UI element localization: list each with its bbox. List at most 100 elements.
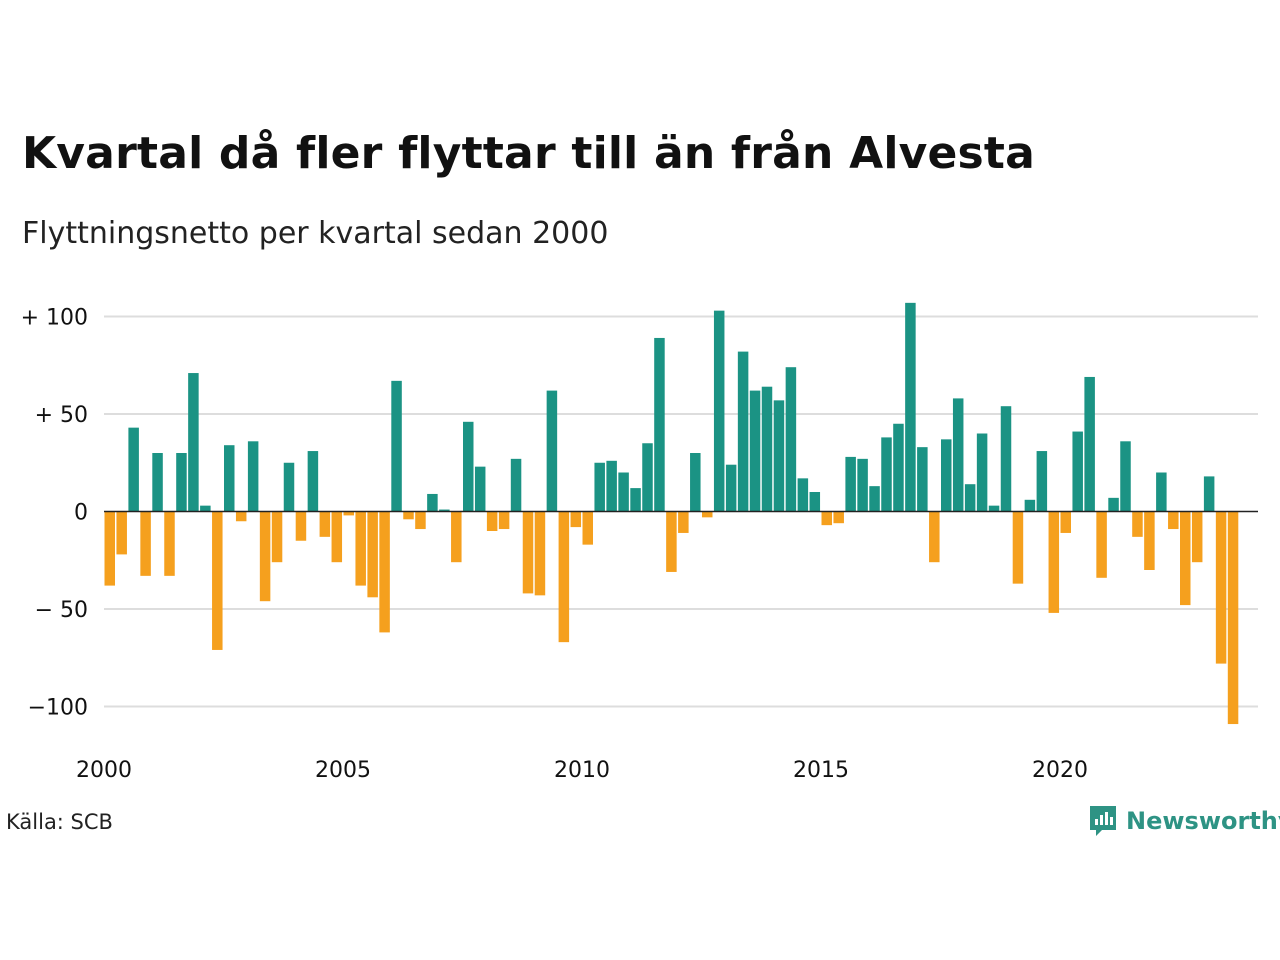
bar xyxy=(952,398,964,512)
x-tick-label: 2010 xyxy=(554,758,610,783)
bar xyxy=(188,373,199,512)
bar xyxy=(761,386,773,512)
bar xyxy=(630,488,641,512)
bar xyxy=(1156,472,1167,512)
bar xyxy=(235,511,247,522)
bar xyxy=(212,511,223,650)
x-tick-label: 2000 xyxy=(76,758,132,783)
bar xyxy=(725,464,737,512)
bar xyxy=(833,511,844,524)
y-tick-label: −100 xyxy=(28,696,88,721)
bar xyxy=(391,380,402,512)
y-tick-label: − 50 xyxy=(35,598,88,623)
bar xyxy=(893,423,904,512)
bar xyxy=(451,511,462,563)
bar xyxy=(666,511,677,572)
bar xyxy=(713,310,725,512)
bar xyxy=(1132,511,1143,537)
bar-layer xyxy=(104,302,1239,725)
bar xyxy=(845,456,856,512)
bar xyxy=(498,511,510,530)
chart-title: Kvartal då fler flyttar till än från Alv… xyxy=(22,128,1036,179)
bar xyxy=(929,511,940,563)
bar xyxy=(1120,441,1131,512)
bar xyxy=(857,458,868,512)
bar xyxy=(152,453,163,512)
bar xyxy=(1084,376,1095,512)
brand-name: Newsworthy xyxy=(1126,807,1280,835)
bar xyxy=(140,511,151,576)
bar xyxy=(594,462,605,512)
grid-layer xyxy=(104,315,1258,708)
bar xyxy=(941,439,952,512)
bar xyxy=(1215,511,1227,664)
bar xyxy=(116,511,127,555)
bar xyxy=(307,451,319,512)
bar xyxy=(749,390,761,512)
bar xyxy=(678,511,689,533)
bar xyxy=(379,511,390,633)
bar-chart: + 100 + 50 0 − 50 −100 2000 2005 2010 2015 2020 xyxy=(21,302,1258,783)
bar xyxy=(331,511,343,563)
bar xyxy=(785,367,797,512)
bar xyxy=(534,511,546,596)
bar xyxy=(486,511,498,531)
bar xyxy=(654,337,665,512)
bar xyxy=(976,433,988,512)
brand-logo[interactable]: Newsworthy xyxy=(1088,804,1280,838)
bar xyxy=(1036,451,1048,512)
bar xyxy=(1012,511,1024,584)
bar xyxy=(570,511,582,528)
bar xyxy=(773,400,785,512)
bar xyxy=(618,472,629,512)
bar xyxy=(821,511,832,526)
bar xyxy=(1048,511,1060,613)
y-tick-label: + 100 xyxy=(21,306,88,331)
bar xyxy=(702,511,713,518)
source-label: Källa: SCB xyxy=(6,810,113,834)
bar xyxy=(869,486,880,512)
x-tick-label: 2005 xyxy=(315,758,371,783)
bar xyxy=(546,390,558,512)
bar xyxy=(283,462,295,512)
x-tick-label: 2015 xyxy=(793,758,849,783)
bar xyxy=(439,509,450,512)
bar xyxy=(319,511,331,537)
bar xyxy=(1000,406,1012,512)
x-tick-label: 2020 xyxy=(1032,758,1088,783)
bar xyxy=(797,478,809,512)
bar xyxy=(1108,497,1119,512)
bar xyxy=(463,421,474,512)
bar xyxy=(1168,511,1179,530)
bar xyxy=(917,447,928,512)
bar xyxy=(224,445,235,512)
bar xyxy=(247,441,259,512)
bar xyxy=(690,453,701,512)
bar xyxy=(104,511,115,586)
bar xyxy=(606,460,617,512)
bar xyxy=(355,511,366,586)
axis-layer: + 100 + 50 0 − 50 −100 2000 2005 2010 2015 2020 xyxy=(21,306,1258,783)
bar xyxy=(737,351,749,512)
bar xyxy=(403,511,414,520)
bar xyxy=(176,453,187,512)
bar xyxy=(1203,476,1215,512)
bar xyxy=(1072,431,1083,512)
bar xyxy=(343,511,354,516)
bar xyxy=(367,511,378,598)
bar xyxy=(164,511,175,576)
bar xyxy=(522,511,534,594)
bar xyxy=(642,443,653,512)
bar xyxy=(582,511,593,545)
bar xyxy=(1191,511,1203,563)
bar xyxy=(474,466,486,512)
bar xyxy=(988,505,1000,512)
bar xyxy=(1144,511,1155,570)
bar xyxy=(200,505,211,512)
bar xyxy=(295,511,307,541)
bar xyxy=(881,437,892,512)
y-tick-label: 0 xyxy=(74,501,88,526)
bar xyxy=(1227,511,1239,725)
bar xyxy=(128,427,139,512)
bar xyxy=(510,458,522,512)
